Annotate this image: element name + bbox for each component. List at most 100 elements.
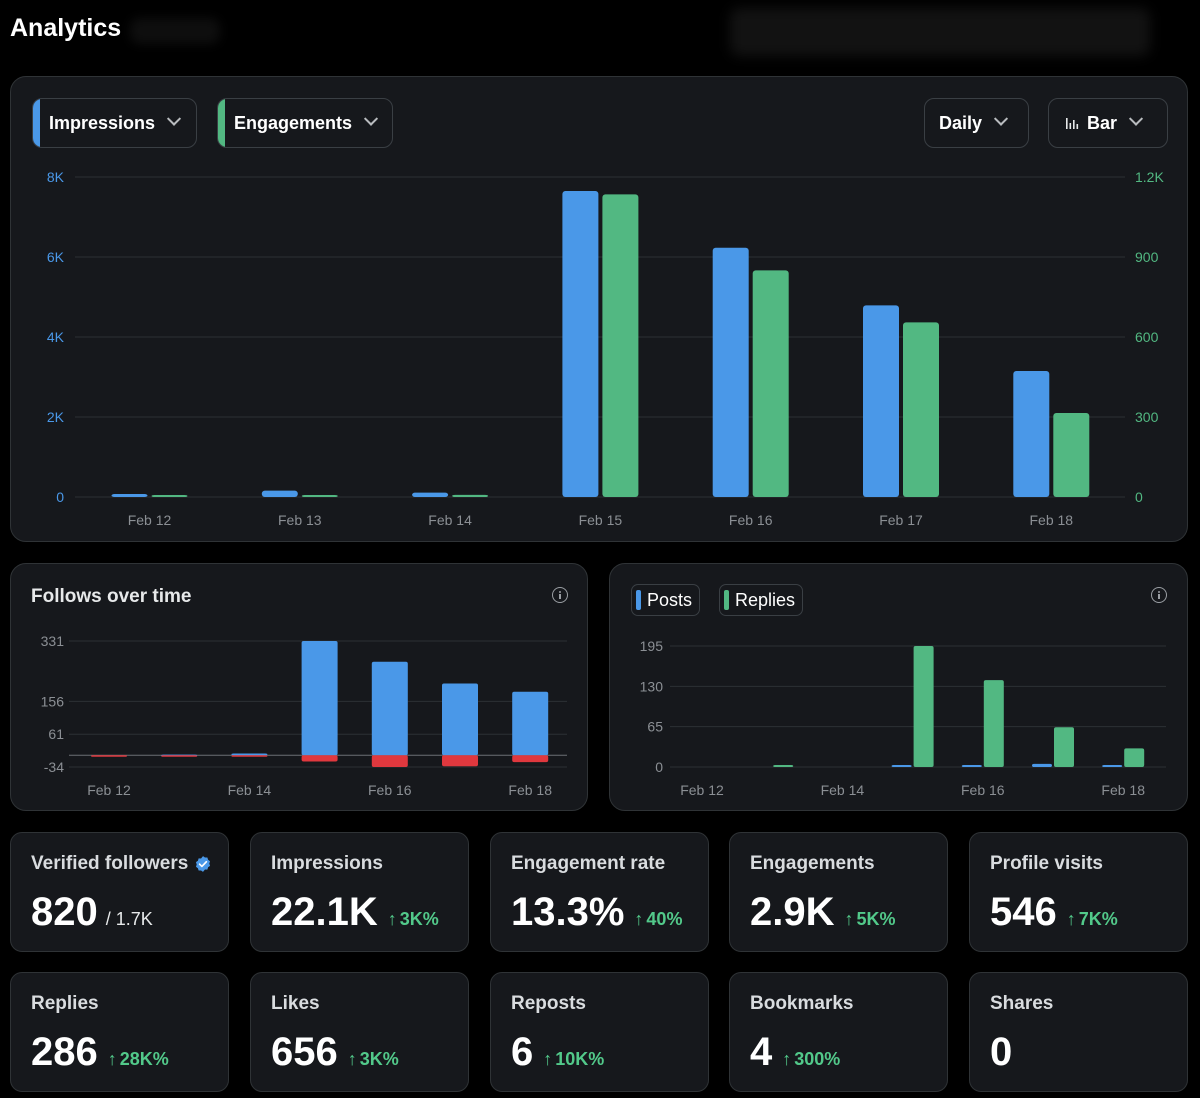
replies-bar	[983, 680, 1004, 767]
x-axis-tick-label: Feb 18	[1101, 782, 1145, 798]
metric1-label: Impressions	[49, 112, 156, 133]
metric2-dropdown[interactable]: Engagements	[217, 98, 393, 148]
x-axis-tick-label: Feb 16	[368, 782, 412, 798]
impressions-engagements-chart: 0 2K 4K 6K 8K 0 300 600 900 1.2K Feb 12 Feb 13 Feb 1…	[47, 169, 1165, 528]
engagements-bar	[903, 322, 939, 497]
x-axis-tick-label: Feb 14	[428, 512, 472, 528]
x-axis-tick-label: Feb 12	[87, 782, 131, 798]
x-axis-tick-label: Feb 14	[228, 782, 272, 798]
impressions-bar	[562, 191, 599, 497]
arrow-up-icon: ↑	[782, 1049, 792, 1069]
replies-legend-label: Replies	[735, 589, 796, 610]
arrow-up-icon: ↑	[844, 909, 854, 929]
info-icon[interactable]	[552, 587, 568, 603]
impressions-bar	[863, 305, 899, 497]
stat-total: / 1.7K	[105, 909, 153, 929]
stat-label: Reposts	[511, 993, 586, 1015]
stat-delta-value: 3K%	[359, 1049, 399, 1069]
y-axis-tick-label: 65	[647, 719, 663, 735]
x-axis-tick-label: Feb 15	[579, 512, 623, 528]
engagements-bar	[301, 495, 338, 497]
stat-label: Replies	[31, 993, 99, 1015]
stat-value-row: 4 ↑ 300%	[750, 1030, 840, 1075]
right-axis-tick-label: 900	[1135, 249, 1159, 265]
stat-label: Impressions	[271, 853, 383, 875]
stat-value: 546	[990, 890, 1057, 934]
y-axis-tick-label: 61	[48, 726, 64, 742]
follows-bar	[371, 661, 408, 756]
stat-card-verified-followers: Verified followers 820 / 1.7K	[10, 832, 229, 952]
stat-value-row: 13.3% ↑ 40%	[511, 890, 682, 935]
unfollows-bar	[442, 755, 478, 767]
replies-color-mark	[724, 590, 729, 610]
stat-label-text: Engagement rate	[511, 853, 666, 874]
x-axis-tick-label: Feb 13	[278, 512, 322, 528]
x-axis-tick-label: Feb 17	[879, 512, 923, 528]
follows-bar	[512, 691, 549, 756]
stat-value-row: 22.1K ↑ 3K%	[271, 890, 439, 935]
stat-card-reposts: Reposts 6 ↑ 10K%	[490, 972, 709, 1092]
stat-label: Engagements	[750, 853, 875, 875]
stat-value-row: 656 ↑ 3K%	[271, 1030, 399, 1075]
stat-card-shares: Shares 0	[969, 972, 1188, 1092]
replies-bar	[773, 765, 794, 767]
arrow-up-icon: ↑	[543, 1049, 553, 1069]
posts-replies-card: Posts Replies 0 65 130 195 Feb 12 Feb 14 Feb 1…	[609, 563, 1188, 811]
unfollows-bar	[231, 755, 268, 757]
verified-badge-icon	[196, 856, 211, 872]
stat-value: 6	[511, 1030, 534, 1074]
stat-value: 286	[31, 1030, 98, 1074]
info-icon[interactable]	[1151, 587, 1167, 603]
stat-label-text: Reposts	[511, 993, 586, 1014]
blurred-header-controls	[730, 8, 1150, 56]
stat-card-bookmarks: Bookmarks 4 ↑ 300%	[729, 972, 948, 1092]
x-axis-tick-label: Feb 12	[128, 512, 172, 528]
stat-value: 22.1K	[271, 890, 378, 934]
right-axis-tick-label: 1.2K	[1135, 169, 1164, 185]
x-axis-tick-label: Feb 12	[680, 782, 724, 798]
unfollows-bar	[371, 755, 408, 767]
posts-replies-chart: 0 65 130 195 Feb 12 Feb 14 Feb 16 Feb 18	[640, 638, 1166, 798]
stat-delta: ↑ 40%	[634, 909, 682, 930]
impressions-bar	[712, 247, 749, 497]
stat-label: Shares	[990, 993, 1053, 1015]
stat-delta-value: 3K%	[399, 909, 439, 929]
y-axis-tick-label: 130	[640, 678, 664, 694]
y-axis-tick-label: 195	[640, 638, 664, 654]
stat-label: Engagement rate	[511, 853, 665, 875]
right-axis-tick-label: 300	[1135, 409, 1159, 425]
impressions-bar	[1013, 371, 1050, 497]
interval-dropdown[interactable]: Daily	[924, 98, 1029, 148]
replies-bar	[1054, 727, 1074, 767]
left-axis-tick-label: 0	[56, 489, 64, 505]
posts-legend-chip[interactable]: Posts	[631, 584, 701, 616]
left-axis-tick-label: 8K	[47, 169, 65, 185]
x-axis-tick-label: Feb 16	[961, 782, 1005, 798]
stat-value-row: 2.9K ↑ 5K%	[750, 890, 896, 935]
stat-delta-value: 40%	[646, 909, 683, 929]
stat-delta-value: 28K%	[119, 1049, 169, 1069]
stat-label-text: Shares	[990, 993, 1054, 1014]
stat-value-row: 546 ↑ 7K%	[990, 890, 1118, 935]
stat-value: 13.3%	[511, 890, 625, 934]
stat-label-text: Profile visits	[990, 853, 1103, 874]
blurred-header-area	[130, 18, 220, 44]
stat-label: Verified followers	[31, 853, 212, 875]
follows-bar	[442, 683, 478, 756]
stat-delta: ↑ 3K%	[348, 1049, 399, 1070]
chart-type-dropdown[interactable]: Bar	[1048, 98, 1168, 148]
stat-delta-value: 7K%	[1078, 909, 1118, 929]
stat-card-likes: Likes 656 ↑ 3K%	[250, 972, 469, 1092]
posts-bar	[891, 765, 912, 767]
unfollows-bar	[161, 755, 198, 757]
stat-delta-value: 10K%	[555, 1049, 605, 1069]
stat-delta: ↑ 7K%	[1067, 909, 1118, 930]
replies-legend-chip[interactable]: Replies	[719, 584, 804, 616]
metric1-dropdown[interactable]: Impressions	[32, 98, 197, 148]
right-axis-tick-label: 0	[1135, 489, 1143, 505]
impressions-engagements-card: Impressions Engagements Daily Bar 0 2K 4K 6…	[10, 76, 1188, 542]
stat-label-text: Impressions	[271, 853, 383, 874]
posts-legend-label: Posts	[647, 589, 693, 610]
stat-card-engagement-rate: Engagement rate 13.3% ↑ 40%	[490, 832, 709, 952]
engagements-bar	[602, 194, 639, 497]
